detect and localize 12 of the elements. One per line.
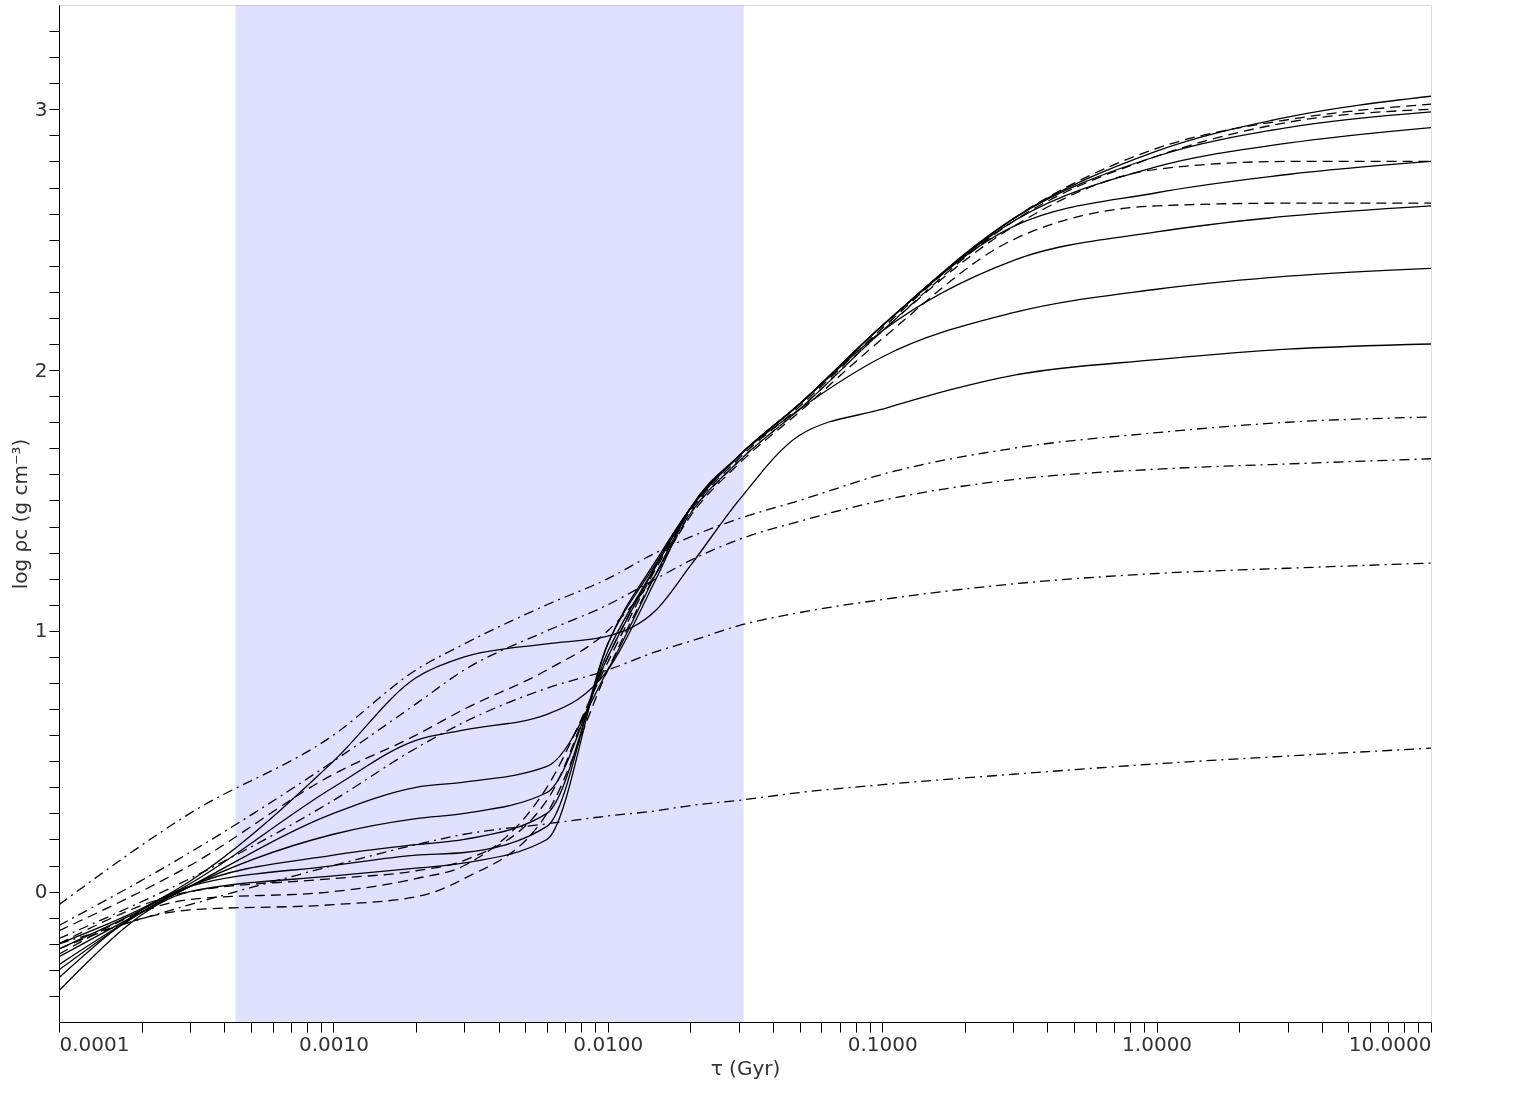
y-tick-label: 0	[34, 879, 48, 904]
x-tick-label: 0.0010	[298, 1031, 369, 1056]
y-tick-label: 1	[34, 618, 48, 643]
x-tick-label: 0.0001	[59, 1031, 130, 1056]
x-tick-label: 1.0000	[1122, 1031, 1193, 1056]
x-tick-label: 0.0100	[573, 1031, 644, 1056]
x-axis-title: τ (Gyr)	[710, 1055, 781, 1080]
x-tick-label: 0.1000	[847, 1031, 918, 1056]
y-tick-label: 3	[34, 96, 48, 121]
y-tick-label: 2	[34, 357, 48, 382]
y-axis-title: log ρc (g cm⁻³)	[7, 438, 32, 590]
x-tick-label: 10.0000	[1348, 1031, 1432, 1056]
